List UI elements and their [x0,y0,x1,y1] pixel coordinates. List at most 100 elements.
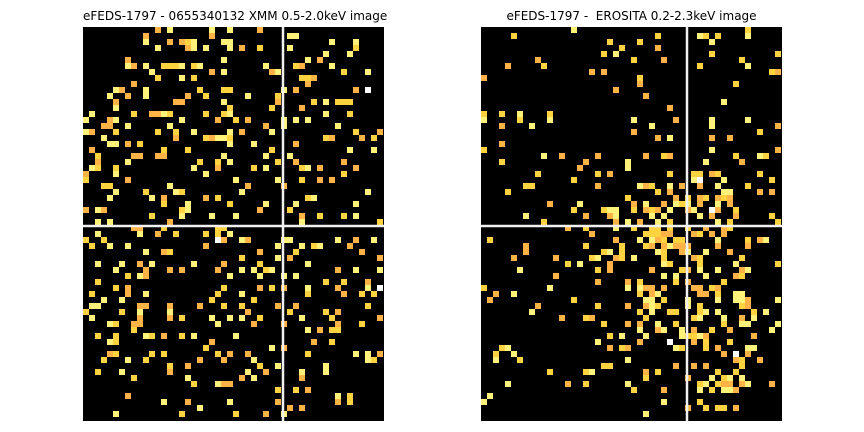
photon-pixel [661,213,667,219]
photon-pixel [245,117,251,123]
photon-pixel [655,237,661,243]
photon-pixel [179,207,185,213]
photon-pixel [697,399,703,405]
photon-pixel [667,171,673,177]
photon-pixel [143,357,149,363]
photon-pixel [733,153,739,159]
photon-pixel [185,201,191,207]
photon-pixel [287,309,293,315]
photon-pixel [245,237,251,243]
photon-pixel [341,213,347,219]
photon-pixel [167,315,173,321]
photon-pixel [257,27,263,33]
photon-pixel [721,375,727,381]
photon-pixel [739,381,745,387]
photon-pixel [487,297,493,303]
photon-pixel [137,231,143,237]
photon-pixel [251,267,257,273]
photon-pixel [221,261,227,267]
erosita-image-panel [481,27,782,421]
photon-pixel [149,111,155,117]
photon-pixel [269,69,275,75]
photon-pixel [649,309,655,315]
photon-pixel [661,261,667,267]
photon-pixel [371,357,377,363]
photon-pixel [209,135,215,141]
photon-pixel [739,363,745,369]
photon-pixel [739,255,745,261]
photon-pixel [691,171,697,177]
photon-pixel [607,345,613,351]
photon-pixel [125,159,131,165]
photon-pixel [643,207,649,213]
photon-pixel [535,57,541,63]
photon-pixel [305,195,311,201]
photon-pixel [607,261,613,267]
photon-pixel [577,165,583,171]
photon-pixel [329,63,335,69]
photon-pixel [251,321,257,327]
photon-pixel [167,309,173,315]
photon-pixel [155,111,161,117]
photon-pixel [149,333,155,339]
photon-pixel [143,33,149,39]
photon-pixel [697,261,703,267]
photon-pixel [715,297,721,303]
photon-pixel [89,315,95,321]
photon-pixel [757,357,763,363]
photon-pixel [679,183,685,189]
photon-pixel [209,297,215,303]
photon-pixel [775,147,781,153]
photon-pixel [179,99,185,105]
photon-pixel [95,279,101,285]
photon-pixel [523,249,529,255]
photon-pixel [709,231,715,237]
photon-pixel [107,183,113,189]
photon-pixel [499,141,505,147]
photon-pixel [745,303,751,309]
photon-pixel [329,327,335,333]
photon-pixel [745,237,751,243]
photon-pixel [167,27,173,33]
xmm-image-panel [83,27,384,421]
photon-pixel [227,111,233,117]
photon-pixel [83,237,89,243]
photon-pixel [203,243,209,249]
photon-pixel [667,243,673,249]
photon-pixel [751,333,757,339]
photon-pixel [131,153,137,159]
photon-pixel [299,105,305,111]
photon-pixel [293,201,299,207]
photon-pixel [745,33,751,39]
erosita-count-image [481,27,782,421]
xmm-count-image [83,27,384,421]
photon-pixel [595,339,601,345]
photon-pixel [191,333,197,339]
photon-pixel [221,111,227,117]
photon-pixel [311,99,317,105]
photon-pixel [305,327,311,333]
photon-pixel [613,87,619,93]
photon-pixel [655,249,661,255]
photon-pixel [589,231,595,237]
photon-pixel [341,69,347,75]
photon-pixel [775,123,781,129]
photon-pixel [83,171,89,177]
photon-pixel [143,303,149,309]
photon-pixel [649,237,655,243]
photon-pixel [179,117,185,123]
photon-pixel [287,255,293,261]
photon-pixel [589,315,595,321]
photon-pixel [167,369,173,375]
photon-pixel [329,135,335,141]
photon-pixel [643,375,649,381]
photon-pixel [125,57,131,63]
photon-pixel [107,321,113,327]
photon-pixel [601,51,607,57]
photon-pixel [565,225,571,231]
photon-pixel [227,45,233,51]
photon-pixel [697,381,703,387]
photon-pixel [119,309,125,315]
photon-pixel [703,363,709,369]
photon-pixel [239,255,245,261]
